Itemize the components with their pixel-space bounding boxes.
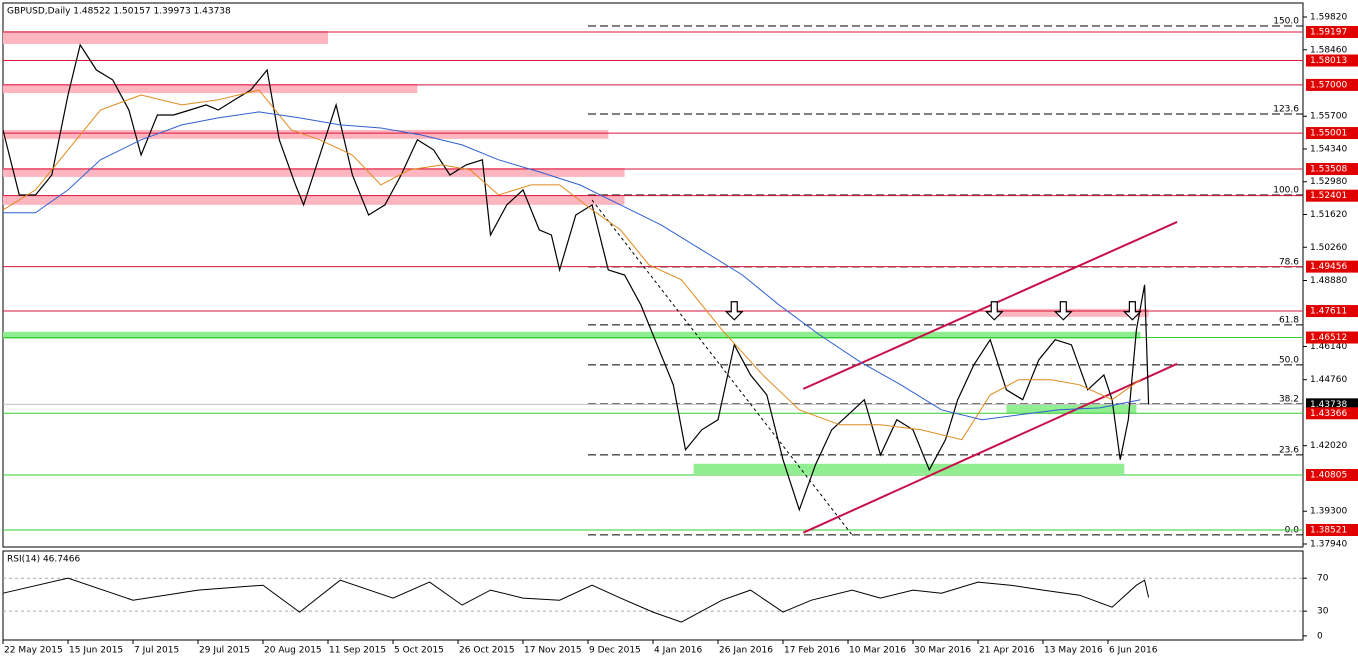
zone <box>3 83 418 94</box>
arrow-marker <box>984 301 1004 321</box>
price-line <box>2 89 1141 441</box>
y-tick-label: 70 <box>1317 574 1329 584</box>
level-label: 1.47611 <box>1310 307 1347 317</box>
level-box <box>1306 54 1358 67</box>
y-tick-label: 1.59820 <box>1310 12 1347 22</box>
y-tick-label: 1.37940 <box>1310 539 1347 549</box>
level-box <box>1306 523 1358 536</box>
y-tick-label: 1.39300 <box>1310 507 1347 517</box>
x-tick-label: 22 May 2015 <box>4 646 63 656</box>
level-box <box>1306 468 1358 481</box>
x-tick-label: 10 Mar 2016 <box>849 646 906 656</box>
level-label: 1.43366 <box>1310 409 1347 419</box>
level-label: 1.55001 <box>1310 129 1347 139</box>
y-tick-label: 0 <box>1317 631 1323 641</box>
x-tick-label: 4 Jan 2016 <box>654 646 702 656</box>
x-tick-label: 9 Dec 2015 <box>589 646 641 656</box>
x-tick-label: 26 Oct 2015 <box>459 646 515 656</box>
fibo-label: 100.0 <box>1273 185 1299 195</box>
y-tick-label: 1.46140 <box>1310 342 1347 352</box>
level-box <box>1306 163 1358 176</box>
arrow-marker <box>1053 301 1073 321</box>
level-label: 1.52401 <box>1310 191 1347 201</box>
y-tick-label: 1.48880 <box>1310 276 1347 286</box>
fibo-label: 38.2 <box>1279 394 1299 404</box>
price-line <box>3 111 1141 421</box>
level-label: 1.40805 <box>1310 470 1347 480</box>
rsi-title: RSI(14) 46.7466 <box>7 555 80 565</box>
fibo-label: 78.6 <box>1279 257 1299 267</box>
fibo-label: 50.0 <box>1279 355 1299 365</box>
x-tick-label: 13 May 2016 <box>1044 646 1103 656</box>
level-box <box>1306 78 1358 91</box>
x-tick-label: 26 Jan 2016 <box>719 646 773 656</box>
x-tick-label: 5 Oct 2015 <box>394 646 444 656</box>
fibo-label: 61.8 <box>1279 315 1299 325</box>
y-tick-label: 1.51620 <box>1310 210 1347 220</box>
zone <box>994 308 1149 317</box>
price-panel <box>2 2 1304 548</box>
level-box <box>1306 305 1358 318</box>
level-label: 1.58013 <box>1310 56 1347 66</box>
zone <box>3 331 1141 339</box>
y-tick-label: 1.54340 <box>1310 144 1347 154</box>
x-tick-label: 20 Aug 2015 <box>264 646 322 656</box>
level-box <box>1306 25 1358 38</box>
y-tick-label: 1.50260 <box>1310 243 1347 253</box>
x-tick-label: 17 Feb 2016 <box>784 646 840 656</box>
trendline <box>802 362 1178 534</box>
level-label: 1.57000 <box>1310 80 1347 90</box>
fibo-label: 123.6 <box>1273 104 1299 114</box>
level-box <box>1306 331 1358 344</box>
trendline <box>591 199 853 536</box>
level-box <box>1306 260 1358 273</box>
y-tick-label: 1.58460 <box>1310 45 1347 55</box>
chart-title: GBPUSD,Daily 1.48522 1.50157 1.39973 1.4… <box>7 7 231 17</box>
y-tick-label: 30 <box>1317 607 1329 617</box>
zone <box>693 463 1125 474</box>
fibo-label: 23.6 <box>1279 445 1299 455</box>
x-tick-label: 17 Nov 2015 <box>524 646 582 656</box>
x-tick-label: 7 Jul 2015 <box>134 646 179 656</box>
level-box <box>1306 407 1358 420</box>
level-label: 1.46512 <box>1310 333 1347 343</box>
arrow-marker <box>1122 301 1142 321</box>
y-tick-label: 1.52980 <box>1310 177 1347 187</box>
fibo-label: 150.0 <box>1273 17 1299 27</box>
level-label: 1.49456 <box>1310 262 1347 272</box>
x-tick-label: 15 Jun 2015 <box>69 646 123 656</box>
x-tick-label: 30 Mar 2016 <box>914 646 971 656</box>
price-line <box>2 43 1150 512</box>
level-label: 1.43738 <box>1310 400 1347 410</box>
level-label: 1.59197 <box>1310 27 1347 37</box>
x-tick-label: 6 Jun 2016 <box>1109 646 1158 656</box>
trendline <box>802 221 1178 390</box>
level-label: 1.38521 <box>1310 525 1347 535</box>
rsi-panel <box>2 550 1304 641</box>
y-tick-label: 1.55700 <box>1310 112 1347 122</box>
y-tick-label: 1.42020 <box>1310 441 1347 451</box>
level-label: 1.53508 <box>1310 165 1347 175</box>
x-tick-label: 21 Apr 2016 <box>979 646 1035 656</box>
x-tick-label: 11 Sep 2015 <box>329 646 386 656</box>
arrow-marker <box>724 301 744 321</box>
y-tick-label: 1.44760 <box>1310 375 1347 385</box>
x-tick-label: 29 Jul 2015 <box>199 646 250 656</box>
level-box <box>1306 127 1358 140</box>
zone <box>3 30 328 44</box>
level-box <box>1306 189 1358 202</box>
rsi-line <box>2 577 1150 623</box>
zone <box>3 194 625 205</box>
